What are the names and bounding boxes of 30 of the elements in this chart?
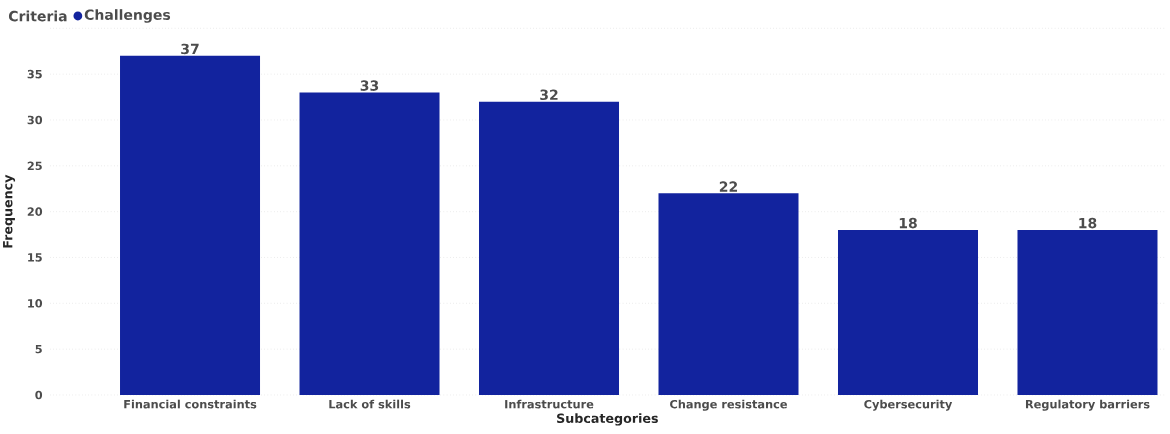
y-tick-label: 20 xyxy=(27,207,43,216)
data-label: 18 xyxy=(1079,217,1097,229)
y-tick-label: 10 xyxy=(28,299,43,308)
x-tick-label: Infrastructure xyxy=(505,399,594,409)
y-tick-label: 25 xyxy=(27,161,42,171)
data-label: 22 xyxy=(719,181,738,192)
bar xyxy=(1017,229,1158,395)
y-tick-label: 15 xyxy=(28,253,42,262)
x-tick-label: Cybersecurity xyxy=(864,399,953,411)
data-label: 18 xyxy=(899,217,917,229)
bar xyxy=(658,193,799,395)
y-tick-label: 0 xyxy=(35,390,43,400)
data-label: 32 xyxy=(540,89,558,101)
legend-title: Criteria xyxy=(8,10,67,22)
x-tick-label: Lack of skills xyxy=(329,399,411,409)
y-axis-title: Frequency xyxy=(3,174,16,248)
data-label: 33 xyxy=(360,80,379,91)
x-axis-title: Subcategories xyxy=(557,413,658,426)
y-tick-label: 30 xyxy=(27,115,43,125)
bar xyxy=(838,229,978,395)
bar xyxy=(120,55,261,395)
data-label: 37 xyxy=(181,43,199,55)
x-tick-label: Change resistance xyxy=(670,399,787,411)
bar xyxy=(479,101,620,395)
y-tick-label: 5 xyxy=(35,344,42,354)
legend-label: Challenges xyxy=(84,9,171,23)
x-tick-label: Regulatory barriers xyxy=(1025,399,1150,411)
y-tick-label: 35 xyxy=(27,69,42,79)
x-tick-label: Financial constraints xyxy=(124,399,257,409)
bar xyxy=(299,92,440,395)
